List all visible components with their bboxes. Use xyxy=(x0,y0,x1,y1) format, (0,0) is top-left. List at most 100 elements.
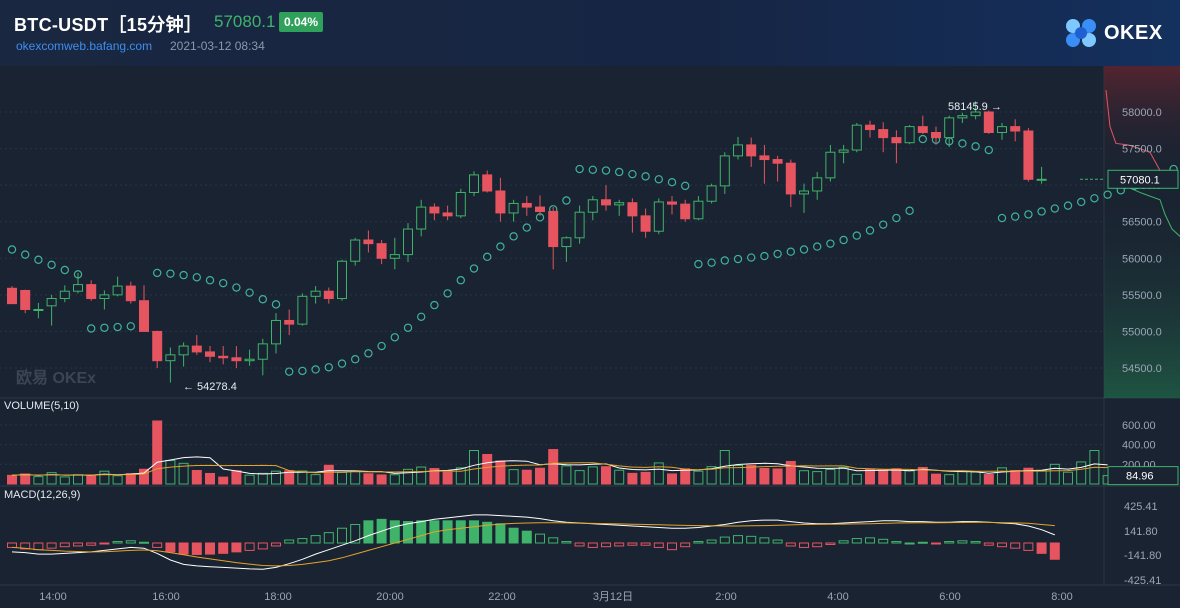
macd-bar xyxy=(653,542,664,548)
sar-dot xyxy=(271,300,281,309)
volume-bar xyxy=(574,470,585,485)
sar-dot xyxy=(760,251,769,261)
price-axis-label: 57500.0 xyxy=(1122,144,1162,156)
sar-dot xyxy=(1103,190,1112,199)
macd-bar xyxy=(733,535,743,544)
sar-dot xyxy=(60,265,70,275)
macd-axis-label: -141.80 xyxy=(1124,550,1161,562)
volume-bar xyxy=(587,466,598,485)
bid-depth-line xyxy=(1109,178,1180,237)
volume-bar xyxy=(495,460,506,485)
macd-bar xyxy=(878,538,889,544)
macd-bar xyxy=(271,542,281,547)
sar-dot xyxy=(152,268,162,278)
volume-bar xyxy=(363,473,374,485)
candle-body xyxy=(469,174,479,193)
volume-bar xyxy=(112,475,123,485)
sar-dot xyxy=(337,359,347,368)
sar-dot xyxy=(496,242,505,251)
volume-ma5-line xyxy=(11,456,1108,476)
candle-body xyxy=(99,294,110,300)
volume-bar xyxy=(706,466,717,485)
volume-bar xyxy=(891,468,902,485)
macd-axis-label: 141.80 xyxy=(1124,526,1158,538)
depth-bars xyxy=(1104,66,1180,398)
candle-body xyxy=(759,155,770,161)
macd-bar xyxy=(680,542,691,548)
ask-depth-line xyxy=(1105,90,1167,180)
candle-body xyxy=(112,285,123,296)
time-axis-label: 8:00 xyxy=(1051,591,1072,603)
candle-body xyxy=(429,206,440,214)
macd-bar xyxy=(812,542,823,548)
candle-body xyxy=(495,190,506,214)
price-axis-label: 55500.0 xyxy=(1122,290,1162,302)
sar-dot xyxy=(245,288,254,297)
volume-bar xyxy=(865,468,875,485)
macd-bar xyxy=(957,540,968,544)
change-badge: 0.04% xyxy=(279,12,324,32)
sar-dot xyxy=(786,247,796,256)
sar-dot xyxy=(773,249,782,259)
sar-dot xyxy=(799,245,809,254)
sar-dot xyxy=(720,256,730,265)
candle-body xyxy=(561,237,572,248)
volume-bar xyxy=(957,470,968,485)
volume-bar xyxy=(165,460,176,485)
macd-bar xyxy=(482,521,493,544)
site-link[interactable]: okexcomweb.bafang.com xyxy=(16,39,153,53)
candle-body xyxy=(521,202,532,208)
macd-bar xyxy=(601,542,611,548)
volume-bar xyxy=(759,467,770,485)
volume-bar xyxy=(152,420,163,485)
candle-body xyxy=(667,201,677,205)
macd-bar xyxy=(1010,542,1021,549)
macd-bar xyxy=(865,537,875,544)
sar-dot xyxy=(7,245,17,254)
time-axis-label: 14:00 xyxy=(39,591,67,603)
time-axis-label: 20:00 xyxy=(376,591,404,603)
sar-dot xyxy=(667,178,677,187)
bid-depth xyxy=(1104,179,1180,398)
macd-bar xyxy=(455,520,466,544)
sar-dot xyxy=(443,289,452,298)
candle-body xyxy=(680,203,691,220)
sar-dot xyxy=(1037,207,1046,216)
sar-dot xyxy=(285,367,294,376)
volume-bar xyxy=(244,474,255,485)
volume-bar xyxy=(1036,469,1047,485)
sar-dot xyxy=(984,145,994,155)
macd-bar xyxy=(416,520,427,544)
sar-dot xyxy=(192,273,201,282)
low-annotation: ← 54278.4 xyxy=(183,381,237,393)
macd-bar xyxy=(693,541,704,544)
volume-bar xyxy=(20,473,31,485)
macd-dif-line xyxy=(11,514,1055,570)
volume-bar xyxy=(231,470,242,485)
sar-dot xyxy=(826,239,835,248)
candle-body xyxy=(653,201,664,232)
sar-dot xyxy=(601,166,611,175)
price-tags: 58145.9 → ← 54278.4 57080.1 84.96 xyxy=(183,101,1179,486)
candle-body xyxy=(337,260,347,300)
indicator-lines xyxy=(11,456,1108,570)
macd-bar xyxy=(310,535,321,544)
sar-dot xyxy=(100,323,109,332)
volume-bar xyxy=(944,474,955,485)
current-price-tag: 57080.1 xyxy=(1120,174,1160,186)
macd-bar xyxy=(323,532,334,544)
macd-bar xyxy=(33,542,44,551)
macd-bar xyxy=(469,520,479,544)
chart-area[interactable]: 58000.057500.057000.056500.056000.055500… xyxy=(0,66,1180,608)
volume-bar xyxy=(1063,471,1073,485)
sar-dot xyxy=(747,253,756,262)
volume-bar xyxy=(403,468,413,485)
volume-bar xyxy=(799,470,809,485)
price-axis-label: 58000.0 xyxy=(1122,107,1162,119)
candle-body xyxy=(706,185,717,202)
candle-body xyxy=(191,345,202,353)
volume-bar xyxy=(59,476,70,485)
macd-bar xyxy=(284,539,295,544)
macd-bar xyxy=(667,542,677,551)
candle-body xyxy=(785,162,796,195)
